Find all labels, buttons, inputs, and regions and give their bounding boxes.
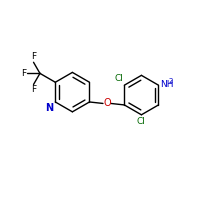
Text: O: O <box>103 98 111 108</box>
Text: Cl: Cl <box>114 74 123 83</box>
Text: F: F <box>31 85 36 94</box>
Text: Cl: Cl <box>137 117 146 126</box>
Text: F: F <box>21 69 26 78</box>
Text: N: N <box>45 103 53 113</box>
Text: 2: 2 <box>169 78 173 84</box>
Text: F: F <box>31 52 36 61</box>
Text: NH: NH <box>160 80 174 89</box>
